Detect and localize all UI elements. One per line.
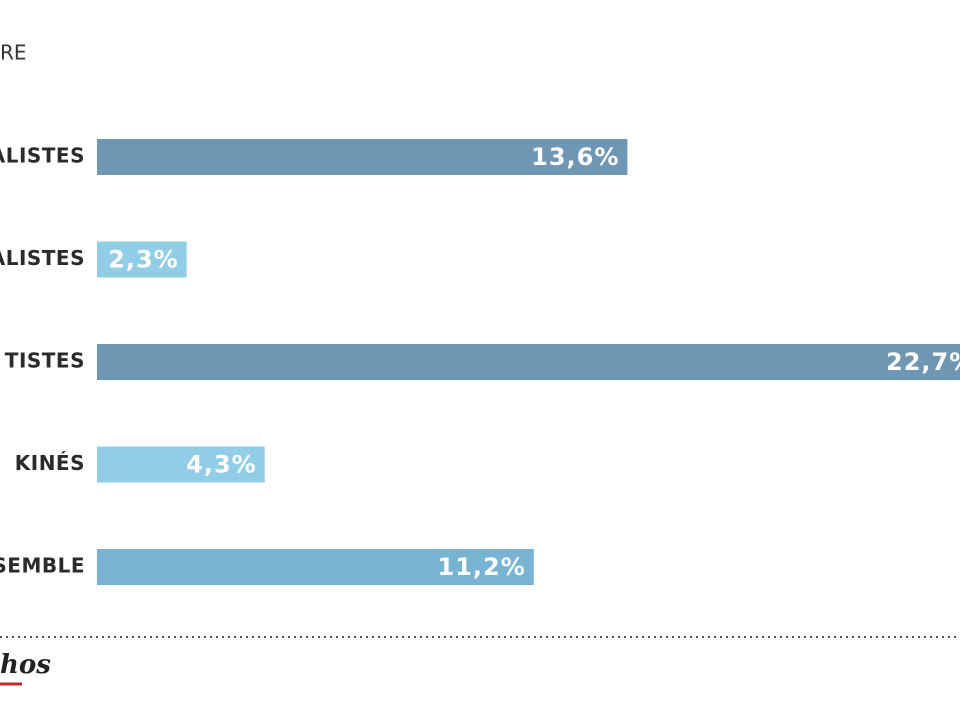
bar <box>97 241 187 278</box>
value-label: 2,3% <box>108 246 179 274</box>
category-label: SEMBLE <box>0 554 85 578</box>
bar <box>97 446 265 483</box>
source-logo: hos <box>0 650 51 680</box>
bar <box>97 344 960 380</box>
bar <box>97 139 628 175</box>
value-label: 13,6% <box>531 143 619 171</box>
value-label: 11,2% <box>438 553 526 581</box>
value-label: 4,3% <box>186 451 257 479</box>
category-label: KINÉS <box>15 451 85 475</box>
category-label: ALISTES <box>0 144 85 168</box>
category-label: TISTES <box>5 349 85 373</box>
chart-title: RE <box>0 41 27 65</box>
value-label: 22,7% <box>886 348 960 376</box>
category-label: ALISTES <box>0 246 85 270</box>
bar <box>97 549 534 585</box>
